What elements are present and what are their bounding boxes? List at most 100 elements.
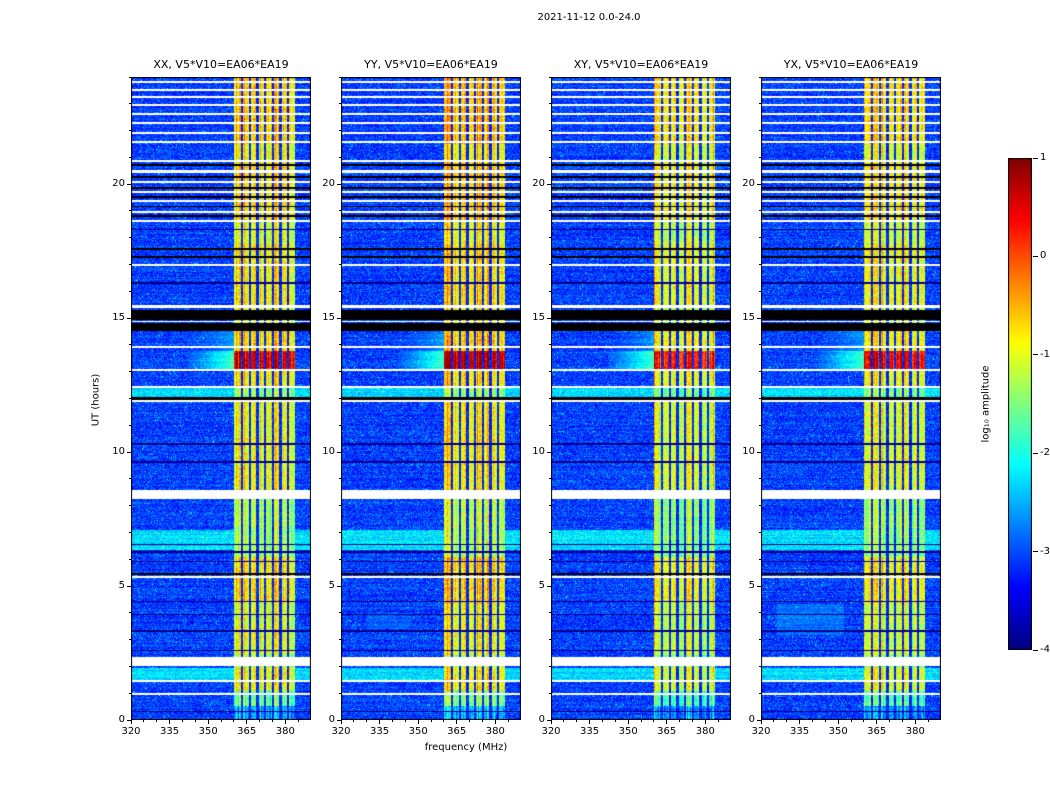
y-tick (339, 344, 341, 346)
x-tick (366, 720, 368, 722)
y-tick (339, 639, 341, 641)
x-tick-label: 365 (657, 726, 677, 737)
colorbar-tick-label: -2 (1040, 447, 1050, 459)
x-tick (181, 720, 183, 722)
y-tick-label: 15 (742, 312, 755, 324)
y-tick-label: 5 (538, 580, 545, 592)
colorbar-tick-label: -3 (1040, 545, 1050, 557)
spectrogram-YY (341, 77, 521, 720)
y-tick (549, 344, 551, 346)
colorbar-tick (1033, 452, 1038, 454)
y-tick (129, 424, 131, 426)
x-tick-label: 350 (828, 726, 848, 737)
colorbar-tick (1033, 551, 1038, 553)
y-tick (129, 612, 131, 614)
x-tick-label: 365 (867, 726, 887, 737)
y-tick (339, 531, 341, 533)
panel-XX: XX, V5*V10=EA06*EA19 320 335 350 365 380 0 5 10… (112, 58, 311, 737)
x-tick (443, 720, 445, 722)
y-tick (549, 237, 551, 239)
y-tick (547, 451, 551, 453)
colorbar (1008, 158, 1032, 650)
colorbar-tick-label: 0 (1040, 250, 1047, 262)
x-tick (417, 720, 419, 724)
y-tick (129, 558, 131, 560)
x-tick-label: 380 (695, 726, 715, 737)
y-tick-label: 10 (532, 446, 545, 458)
x-tick (799, 720, 801, 724)
y-tick (549, 76, 551, 78)
x-tick (481, 720, 483, 722)
y-tick (549, 264, 551, 266)
y-tick (127, 317, 131, 319)
x-tick (456, 720, 458, 724)
colorbar-tick (1033, 255, 1038, 257)
x-tick (284, 720, 286, 724)
y-tick (759, 344, 761, 346)
x-tick-label: 380 (485, 726, 505, 737)
y-tick (129, 76, 131, 78)
x-tick (691, 720, 693, 722)
x-tick-label: 335 (580, 726, 600, 737)
y-tick-label: 0 (748, 714, 755, 725)
panel-YY: YY, V5*V10=EA06*EA19 320 335 350 365 380 0 5 10… (322, 58, 521, 737)
x-tick (679, 720, 681, 722)
y-tick (549, 424, 551, 426)
x-tick-label: 320 (541, 726, 561, 737)
y-tick (759, 103, 761, 105)
y-tick (759, 210, 761, 212)
y-tick-label: 20 (322, 178, 335, 190)
y-tick (549, 639, 551, 641)
x-tick (927, 720, 929, 722)
x-tick (220, 720, 222, 722)
y-tick (129, 237, 131, 239)
x-tick (297, 720, 299, 722)
y-tick (759, 156, 761, 158)
y-tick (549, 478, 551, 480)
colorbar-tick (1033, 649, 1038, 651)
y-tick (759, 130, 761, 132)
x-tick (773, 720, 775, 722)
x-tick (837, 720, 839, 724)
y-tick (759, 76, 761, 78)
x-tick (207, 720, 209, 724)
x-tick (353, 720, 355, 722)
y-tick (759, 531, 761, 533)
y-tick (337, 585, 341, 587)
colorbar-tick-label: -1 (1040, 348, 1050, 360)
panel-YX: YX, V5*V10=EA06*EA19 320 335 350 365 380 0 5 10… (742, 58, 941, 737)
y-tick (127, 183, 131, 185)
x-tick (850, 720, 852, 722)
y-tick-label: 15 (322, 312, 335, 324)
y-tick (127, 451, 131, 453)
x-tick (507, 720, 509, 722)
y-tick (339, 210, 341, 212)
x-tick (379, 720, 381, 724)
x-tick (169, 720, 171, 724)
y-tick (129, 639, 131, 641)
y-tick (549, 558, 551, 560)
y-tick-label: 0 (538, 714, 545, 725)
y-tick-label: 15 (532, 312, 545, 324)
colorbar-tick (1033, 157, 1038, 159)
x-tick-label: 335 (160, 726, 180, 737)
y-tick (759, 612, 761, 614)
x-tick-label: 365 (447, 726, 467, 737)
y-tick (129, 478, 131, 480)
y-tick (339, 290, 341, 292)
y-tick-label: 5 (118, 580, 125, 592)
y-tick (127, 585, 131, 587)
y-tick (549, 692, 551, 694)
y-tick (129, 531, 131, 533)
x-tick (550, 720, 552, 724)
x-tick (914, 720, 916, 724)
y-tick-label: 10 (112, 446, 125, 458)
y-tick (339, 692, 341, 694)
x-tick (156, 720, 158, 722)
x-tick-label: 320 (121, 726, 141, 737)
y-tick (547, 183, 551, 185)
x-tick (576, 720, 578, 722)
y-tick (757, 183, 761, 185)
x-tick (889, 720, 891, 722)
y-tick (129, 103, 131, 105)
